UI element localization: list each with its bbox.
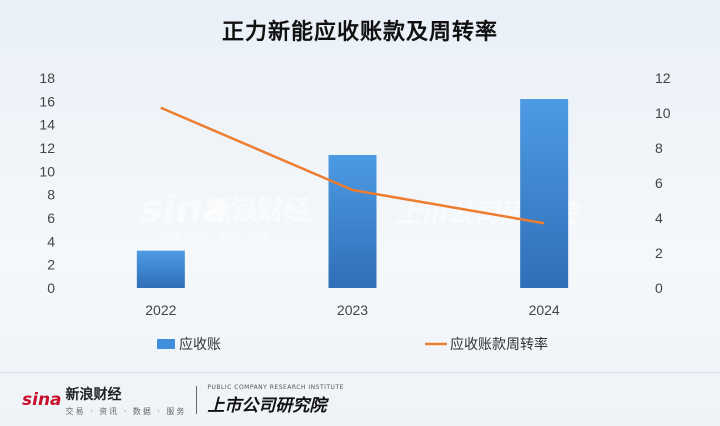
x-tick-label: 2023 <box>337 302 368 318</box>
footer: sina 新浪财经 交易 · 资讯 · 数据 · 服务 PUBLIC COMPA… <box>22 380 344 420</box>
y-axis-left: 0 2 4 6 8 10 12 14 16 18 <box>39 70 55 296</box>
bar-series <box>136 99 569 288</box>
y-left-tick-label: 14 <box>39 117 55 133</box>
y-left-tick-label: 16 <box>39 93 55 109</box>
y-left-tick-label: 10 <box>39 163 55 179</box>
bar-2022 <box>136 250 185 288</box>
institute-logo-cn: 上市公司研究院 <box>207 396 327 416</box>
sina-logo-cn: 新浪财经 <box>65 386 122 403</box>
legend-label-line: 应收账款周转率 <box>450 336 548 353</box>
logo-divider <box>196 386 198 414</box>
sina-logo: sina 新浪财经 交易 · 资讯 · 数据 · 服务 <box>22 384 186 417</box>
chart-canvas: 0 2 4 6 8 10 12 14 16 18 0 2 4 6 8 10 12 sina 新浪财经 交易 ·… <box>39 70 671 353</box>
x-axis: 2022 2023 2024 <box>145 302 560 318</box>
y-left-tick-label: 4 <box>47 233 55 249</box>
institute-logo-en: PUBLIC COMPANY RESEARCH INSTITUTE <box>207 384 344 391</box>
watermark-sina: sina <box>140 187 228 231</box>
y-right-tick-label: 0 <box>655 280 663 296</box>
bar-2023 <box>328 155 377 288</box>
chart-title: 正力新能应收账款及周转率 <box>221 20 498 45</box>
legend-swatch-bar <box>157 339 175 349</box>
y-left-tick-label: 12 <box>39 140 55 156</box>
y-right-tick-label: 2 <box>655 245 663 261</box>
y-right-tick-label: 6 <box>655 175 663 191</box>
x-tick-label: 2022 <box>145 302 176 318</box>
y-right-tick-label: 8 <box>655 140 663 156</box>
y-left-tick-label: 8 <box>47 187 55 203</box>
legend: 应收账 应收账款周转率 <box>157 336 548 353</box>
sina-logo-sub: 交易 · 资讯 · 数据 · 服务 <box>65 406 187 416</box>
y-right-tick-label: 4 <box>655 210 663 226</box>
y-left-tick-label: 2 <box>47 257 55 273</box>
bar-2024 <box>520 99 569 288</box>
y-left-tick-label: 0 <box>47 280 55 296</box>
footer-divider <box>0 372 720 373</box>
legend-label-bar: 应收账 <box>179 336 221 353</box>
y-left-tick-label: 18 <box>39 70 55 86</box>
y-right-tick-label: 10 <box>655 105 671 121</box>
y-axis-right: 0 2 4 6 8 10 12 <box>655 70 671 296</box>
y-left-tick-label: 6 <box>47 210 55 226</box>
sina-logo-word: sina <box>22 390 62 410</box>
watermark-text: 新浪财经 <box>206 195 310 226</box>
line-series <box>160 106 545 225</box>
y-right-tick-label: 12 <box>655 70 671 86</box>
watermark-sub: 交易 · 资讯 · 数据 · 服务 <box>160 230 269 243</box>
x-tick-label: 2024 <box>529 302 560 318</box>
institute-logo: PUBLIC COMPANY RESEARCH INSTITUTE 上市公司研究… <box>207 384 343 416</box>
